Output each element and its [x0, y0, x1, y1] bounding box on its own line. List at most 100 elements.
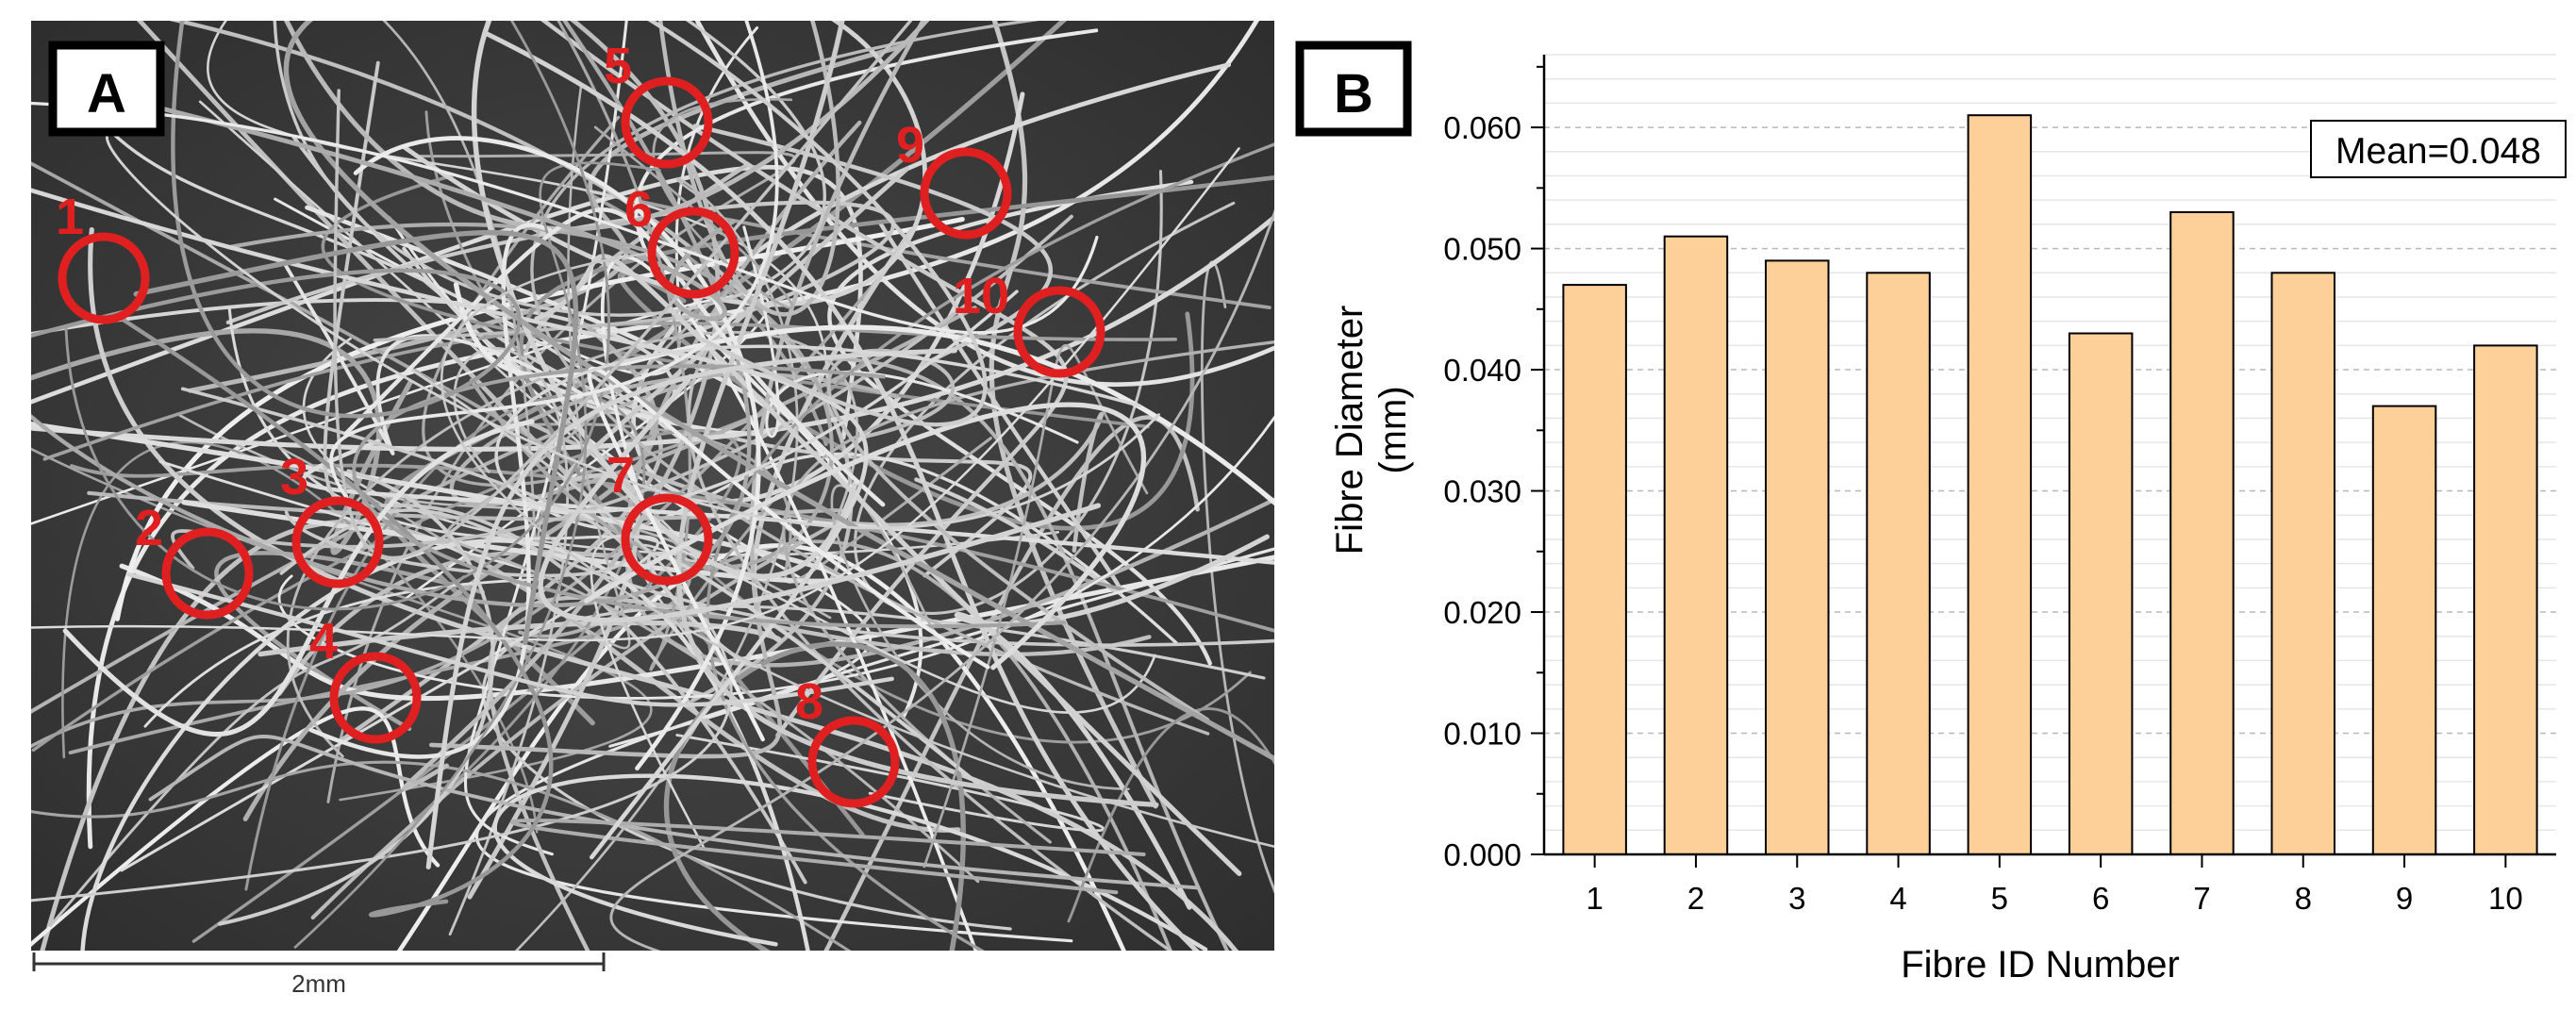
y-tick-label: 0.040 [1443, 353, 1521, 388]
y-tick-label: 0.010 [1443, 717, 1521, 752]
y-tick-label: 0.020 [1443, 595, 1521, 630]
bars [1562, 114, 2538, 856]
svg-text:Mean=0.048: Mean=0.048 [2335, 131, 2541, 172]
marker-circle [920, 147, 1012, 240]
y-tick-label: 0.050 [1443, 232, 1521, 267]
x-tick-label: 2 [1687, 881, 1704, 916]
marker-circle [807, 716, 900, 808]
fibre-strand [114, 216, 965, 621]
scale-bar-label: 2mm [291, 969, 346, 998]
bar-6 [2068, 332, 2134, 855]
fibre-strand [583, 402, 1147, 671]
fibre-marker-3: 3 [280, 449, 384, 588]
bar-8 [2270, 272, 2335, 855]
fibre-strand [321, 174, 1150, 429]
marker-label: 1 [56, 189, 84, 245]
svg-text:B: B [1334, 63, 1373, 124]
y-axis-label: Fibre Diameter (mm) [1329, 306, 1414, 555]
fibre-strand [475, 547, 1274, 943]
marker-circle [621, 493, 713, 586]
marker-label: 6 [624, 181, 653, 238]
fibre-strand [180, 387, 629, 578]
marker-label: 10 [953, 268, 1009, 324]
fibre-strand [146, 103, 736, 322]
bar-3 [1765, 259, 1830, 855]
fibre-strand [64, 21, 610, 611]
x-tick-label: 4 [1889, 881, 1906, 916]
fibre-strand [382, 21, 549, 543]
fibre-strand [647, 21, 988, 427]
fibre-strand [676, 21, 1159, 808]
fibre-strand [440, 251, 1274, 848]
marker-label: 5 [604, 38, 632, 94]
fibre-strand [218, 469, 495, 926]
bar-2 [1663, 235, 1729, 855]
fibre-strand [954, 534, 1270, 910]
fibre-strand [49, 575, 466, 928]
fibre-strand [448, 347, 569, 936]
fibre-strand [31, 147, 1240, 642]
fibre-strand [175, 412, 832, 620]
fibre-strand [31, 368, 733, 902]
x-tick-label: 7 [2193, 881, 2210, 916]
fibre-marker-8: 8 [795, 673, 900, 808]
fibre-strand [133, 229, 579, 646]
fibre-strand [343, 207, 886, 507]
panel-b: B 0.000 0.010 0.020 0.030 0.040 0.050 0.060 1 2… [1283, 0, 2576, 1005]
fibre-marker-10: 10 [953, 268, 1105, 378]
x-tick-label: 1 [1586, 881, 1603, 916]
fibre-strand [31, 21, 522, 419]
marker-circle [329, 652, 422, 744]
fibre-strand [31, 188, 869, 860]
marker-label: 2 [135, 500, 163, 556]
marker-circle [161, 527, 254, 620]
fibre-strand [538, 373, 1102, 623]
y-axis-label-line-2: (mm) [1372, 386, 1414, 473]
fibre-strand [471, 21, 858, 579]
fibre-strand [283, 21, 1274, 762]
marker-label: 9 [896, 117, 924, 174]
fibre-strand [492, 773, 1208, 951]
panel-a: A 1 2 3 4 5 6 7 8 9 10 2mm [0, 0, 1283, 1005]
y-tick-label: 0.030 [1443, 474, 1521, 509]
marker-circle [58, 232, 150, 324]
fibre-strand [695, 21, 1274, 388]
x-tick-label: 5 [1991, 881, 2008, 916]
fibre-marker-7: 7 [607, 447, 713, 586]
fibre-strand [31, 760, 852, 951]
fibre-marker-6: 6 [624, 181, 740, 299]
marker-label: 7 [607, 447, 635, 504]
fibre-strand [657, 21, 840, 317]
marker-label: 8 [795, 673, 823, 730]
fibre-markers: 1 2 3 4 5 6 7 8 9 10 [56, 38, 1105, 808]
sem-image-panel: A 1 2 3 4 5 6 7 8 9 10 2mm [31, 21, 1274, 998]
x-tick-label: 9 [2396, 881, 2413, 916]
fibre-strand [148, 735, 1201, 890]
bar-9 [2371, 405, 2437, 855]
fibre-marker-2: 2 [135, 500, 254, 620]
fibre-marker-5: 5 [604, 38, 713, 169]
marker-circle [291, 496, 384, 588]
bar-10 [2473, 344, 2538, 855]
bar-5 [1967, 114, 2033, 855]
fibre-strand [353, 136, 761, 771]
fibre-strand [120, 306, 659, 872]
y-tick-label: 0.060 [1443, 110, 1521, 145]
x-axis-label: Fibre ID Number [1901, 944, 2180, 985]
svg-text:A: A [87, 63, 126, 124]
x-tick-labels: 1 2 3 4 5 6 7 8 9 10 [1586, 881, 2522, 916]
mean-annotation: Mean=0.048 [2310, 120, 2567, 178]
fibre-strand [106, 130, 1160, 530]
fibre-strand [609, 208, 1274, 951]
y-axis-label-line-1: Fibre Diameter [1329, 306, 1371, 555]
fibre-strand [827, 179, 1212, 666]
bar-chart: B 0.000 0.010 0.020 0.030 0.040 0.050 0.060 1 2… [1295, 41, 2567, 985]
x-tick-label: 10 [2488, 881, 2523, 916]
bar-4 [1866, 272, 1931, 855]
fibre-strand [425, 348, 957, 869]
fibre-strand [510, 818, 1146, 895]
marker-circle [647, 207, 740, 299]
marker-circle [1013, 286, 1105, 378]
fibre-strand [463, 21, 628, 856]
fibre-strand [1067, 707, 1274, 923]
